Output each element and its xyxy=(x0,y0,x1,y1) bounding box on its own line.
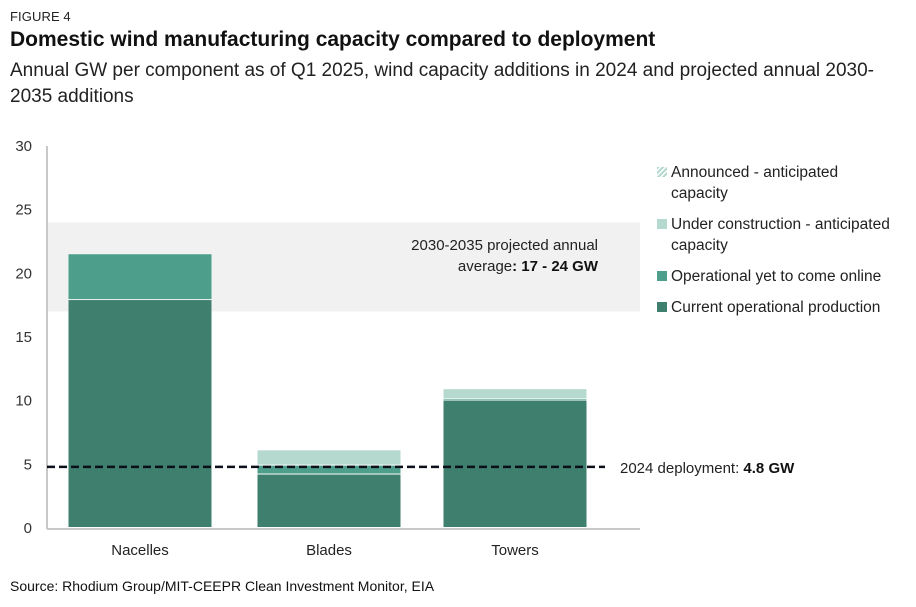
bar-segment-nacelles-operational-yet-online xyxy=(68,254,212,300)
bar-segment-nacelles-current-operational xyxy=(68,300,212,527)
legend-item-under-construction: Under construction - anticipated capacit… xyxy=(657,214,897,256)
legend-label: Operational yet to come online xyxy=(671,268,882,285)
legend: Announced - anticipated capacity Under co… xyxy=(657,162,897,328)
legend-item-announced: Announced - anticipated capacity xyxy=(657,162,897,204)
x-category-label: Blades xyxy=(306,542,352,559)
legend-item-current-operational: Current operational production xyxy=(657,297,897,318)
projection-band-value-label: average: 17 - 24 GW xyxy=(458,258,599,275)
y-tick-label: 25 xyxy=(15,202,32,219)
chart-subtitle: Annual GW per component as of Q1 2025, w… xyxy=(10,60,875,107)
y-tick-label: 30 xyxy=(15,138,32,155)
y-tick-label: 0 xyxy=(24,520,32,537)
chart-title: Domestic wind manufacturing capacity com… xyxy=(10,28,656,51)
bar-segment-towers-under-construction xyxy=(443,389,587,399)
legend-swatch-icon xyxy=(657,302,667,312)
y-tick-label: 10 xyxy=(15,393,32,410)
projection-band-label: 2030-2035 projected annual xyxy=(411,237,598,254)
legend-label: Under construction - anticipated capacit… xyxy=(671,216,890,254)
x-category-label: Nacelles xyxy=(111,542,169,559)
bar-segment-blades-under-construction xyxy=(257,450,401,465)
x-category-label: Towers xyxy=(491,542,539,559)
bar-segment-towers-current-operational xyxy=(443,400,587,527)
legend-swatch-icon xyxy=(657,219,667,229)
bar-segment-blades-operational-yet-online xyxy=(257,465,401,474)
y-tick-label: 5 xyxy=(24,456,32,473)
figure-label: FIGURE 4 xyxy=(10,9,71,24)
deployment-line-label: 2024 deployment: 4.8 GW xyxy=(620,460,795,477)
legend-label: Current operational production xyxy=(671,299,881,316)
bar-segment-blades-current-operational xyxy=(257,474,401,527)
legend-swatch-icon xyxy=(657,167,667,177)
source-note: Source: Rhodium Group/MIT-CEEPR Clean In… xyxy=(10,578,435,594)
y-tick-label: 20 xyxy=(15,265,32,282)
legend-swatch-icon xyxy=(657,271,667,281)
legend-item-operational-yet-online: Operational yet to come online xyxy=(657,266,897,287)
y-tick-label: 15 xyxy=(15,329,32,346)
legend-label: Announced - anticipated capacity xyxy=(671,164,839,202)
bar-segment-towers-operational-yet-online xyxy=(443,399,587,401)
